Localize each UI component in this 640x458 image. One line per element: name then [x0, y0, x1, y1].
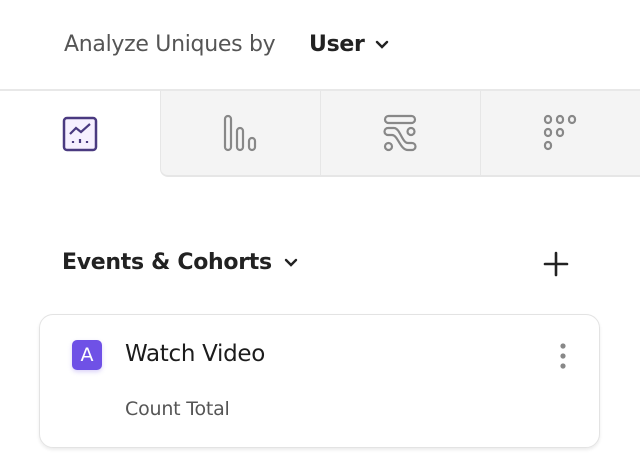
section-title: Events & Cohorts: [62, 250, 272, 275]
analyze-by-dropdown[interactable]: User: [309, 32, 389, 57]
bar-chart-icon: [223, 114, 256, 152]
add-event-button[interactable]: [542, 250, 570, 278]
tab-flows[interactable]: [320, 91, 480, 177]
tab-insights[interactable]: [0, 91, 160, 177]
chevron-down-icon: [375, 40, 388, 49]
analyze-label: Analyze Uniques by: [64, 32, 276, 57]
chart-type-tabs: [0, 91, 640, 177]
event-letter-badge: A: [72, 340, 102, 370]
events-cohorts-dropdown[interactable]: Events & Cohorts: [62, 250, 298, 275]
retention-grid-icon: [543, 114, 576, 151]
event-name[interactable]: Watch Video: [125, 341, 266, 367]
tab-retention[interactable]: [480, 91, 640, 177]
event-measure[interactable]: Count Total: [125, 398, 230, 420]
analyze-by-value: User: [309, 32, 365, 57]
line-chart-icon: [62, 116, 98, 152]
tab-funnels[interactable]: [160, 91, 320, 177]
more-options-icon[interactable]: [558, 343, 568, 369]
event-card[interactable]: A Watch Video Count Total: [39, 314, 600, 448]
header: Analyze Uniques by User: [0, 0, 640, 91]
chevron-down-icon: [284, 258, 297, 267]
flows-icon: [382, 114, 417, 152]
